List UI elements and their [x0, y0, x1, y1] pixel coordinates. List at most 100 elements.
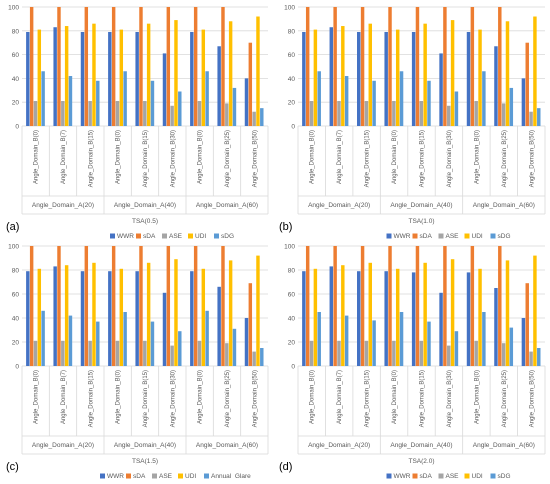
y-tick-label: 40	[288, 316, 296, 323]
x-category-label: Angle_Domain_B(7)	[337, 130, 343, 184]
bar-sda-3	[111, 246, 116, 366]
bar-udi-0	[313, 268, 318, 366]
x-axis-title: TSA(1.5)	[132, 458, 158, 465]
legend-label: sDA	[133, 473, 146, 479]
group-label: Angle_Domain_A(40)	[390, 202, 452, 209]
bar-ase-5	[170, 345, 174, 366]
bar-ase-5	[447, 105, 451, 126]
bar-wwr-8	[244, 318, 249, 366]
y-tick-label: 40	[12, 316, 20, 323]
bar-udi-1	[341, 26, 345, 126]
x-category-label: Angle_Domain_B(0)	[310, 130, 316, 184]
bar-ase-2	[364, 340, 369, 366]
bar-ase-7	[225, 103, 229, 126]
bar-sda-0	[305, 7, 310, 126]
legend-swatch-udi	[188, 233, 193, 239]
group-label: Angle_Domain_A(20)	[308, 442, 370, 449]
bar-sdg-0	[317, 312, 321, 366]
legend-label: sDG	[221, 233, 234, 240]
legend-swatch-sda	[412, 473, 418, 479]
x-category-label: Angle_Domain_B(0)	[116, 370, 122, 424]
bar-wwr-4	[135, 271, 139, 366]
bar-sda-5	[443, 7, 447, 126]
bar-wwr-4	[411, 272, 416, 366]
bar-sda-6	[470, 246, 475, 366]
bar-udi-5	[450, 259, 455, 366]
bar-ase-6	[197, 101, 202, 126]
bar-sdg-7	[509, 87, 514, 126]
bar-sdg-0	[41, 71, 45, 126]
bar-wwr-6	[190, 271, 194, 366]
legend-label: WWR	[117, 233, 134, 240]
bar-wwr-2	[357, 31, 361, 127]
bar-wwr-0	[26, 271, 30, 366]
y-tick-label: 60	[288, 292, 296, 299]
bar-sda-6	[193, 7, 198, 126]
bar-wwr-6	[190, 31, 194, 127]
bar-udi-2	[368, 23, 372, 126]
bar-wwr-8	[244, 78, 249, 126]
x-category-label: Angle_Domain_B(15)	[143, 370, 149, 427]
bar-udi-8	[533, 16, 537, 126]
bar-wwr-3	[108, 31, 112, 127]
bar-ase-3	[115, 101, 120, 126]
bar-udi-6	[478, 29, 482, 126]
group-label: Angle_Domain_A(60)	[196, 202, 258, 209]
y-tick-label: 0	[291, 124, 295, 131]
bar-sda-5	[443, 246, 447, 366]
bar-sda-6	[193, 246, 198, 366]
bar-sdg-0	[317, 71, 321, 126]
bar-udi-5	[450, 20, 455, 127]
bar-annual_glare-6	[205, 310, 209, 366]
bar-wwr-2	[80, 31, 85, 127]
group-label: Angle_Domain_A(60)	[473, 442, 535, 449]
bar-ase-0	[309, 101, 314, 126]
bar-ase-2	[88, 101, 92, 126]
bar-sda-1	[333, 7, 337, 126]
bar-udi-4	[146, 23, 151, 126]
chart-panel-c: 0 20 40 60 80 100 Angle_Domain_B(0) Angle_Domai…	[6, 244, 269, 480]
legend-label: UDI	[195, 233, 206, 240]
bar-wwr-8	[521, 78, 526, 126]
bar-sda-2	[360, 246, 365, 366]
bar-annual_glare-3	[123, 312, 127, 366]
legend-label: ASE	[446, 233, 460, 240]
bar-udi-5	[174, 259, 178, 366]
y-tick-label: 100	[8, 244, 19, 251]
legend-label: WWR	[394, 473, 411, 479]
bar-sda-7	[221, 7, 225, 126]
legend-swatch-sda	[126, 473, 131, 479]
bar-ase-3	[115, 340, 120, 366]
x-category-label: Angle_Domain_B(25)	[225, 370, 231, 427]
bar-ase-2	[364, 101, 369, 126]
legend-swatch-udi	[178, 473, 183, 479]
y-tick-label: 0	[291, 364, 295, 371]
chart-panel-d: 0 20 40 60 80 100 Angle_Domain_B(0) Angle_Domai…	[279, 244, 546, 480]
bar-wwr-3	[384, 31, 388, 127]
legend-label: UDI	[185, 473, 196, 479]
bar-wwr-0	[26, 31, 30, 127]
y-tick-label: 60	[12, 292, 20, 299]
bar-sdg-2	[96, 80, 100, 126]
x-category-label: Angle_Domain_B(25)	[502, 130, 508, 187]
legend-swatch-sdg	[490, 473, 496, 479]
legend-label: sDG	[498, 233, 511, 240]
bar-udi-4	[146, 262, 151, 366]
bar-ase-0	[33, 340, 38, 366]
y-tick-label: 40	[12, 76, 20, 83]
x-category-label: Angle_Domain_B(15)	[365, 130, 371, 187]
legend-label: WWR	[394, 233, 411, 240]
bar-sdg-4	[150, 80, 155, 126]
bar-wwr-5	[439, 292, 443, 366]
bar-sda-8	[525, 42, 529, 127]
bar-wwr-7	[217, 286, 221, 366]
bar-ase-0	[33, 101, 38, 126]
bar-wwr-8	[521, 318, 526, 366]
bar-sdg-3	[399, 312, 404, 366]
legend-swatch-ase	[162, 233, 167, 239]
x-category-label: Angle_Domain_B(50)	[529, 130, 535, 187]
bar-udi-4	[423, 23, 427, 126]
y-tick-label: 0	[15, 364, 19, 371]
bar-sdg-1	[344, 76, 349, 126]
bar-sda-5	[166, 7, 171, 126]
